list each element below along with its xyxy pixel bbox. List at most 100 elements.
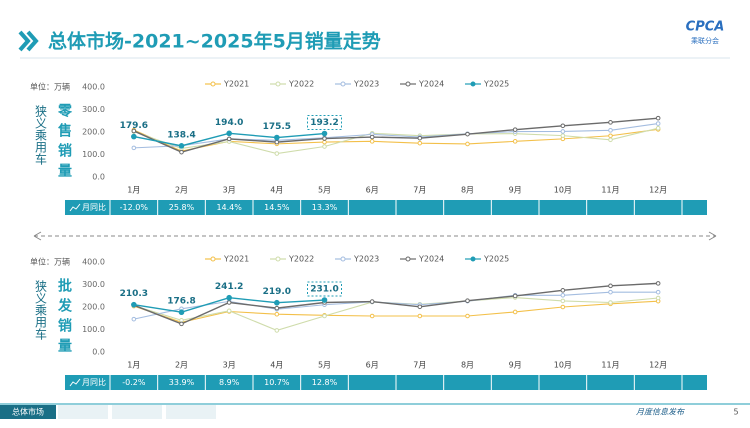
point xyxy=(131,316,137,322)
point xyxy=(465,313,470,319)
logo: CPCA xyxy=(686,20,725,35)
legend-marker xyxy=(275,256,281,262)
point xyxy=(512,293,518,299)
table-row xyxy=(65,200,707,215)
x-tick-label: 10月 xyxy=(554,361,572,370)
point xyxy=(655,295,661,301)
legend-label: Y2023 xyxy=(353,255,379,264)
table-cell: -0.2% xyxy=(122,378,146,387)
trend-icon xyxy=(69,378,81,387)
legend-marker xyxy=(470,81,476,87)
table-cell: 14.5% xyxy=(264,203,290,212)
point xyxy=(655,289,661,295)
point xyxy=(655,281,661,286)
x-tick-label: 3月 xyxy=(223,361,236,370)
point xyxy=(321,130,328,137)
x-tick-label: 2月 xyxy=(175,361,188,370)
legend-marker xyxy=(405,256,411,262)
point xyxy=(560,129,566,134)
slide-title: 总体市场-2021~2025年5月销量走势 xyxy=(48,30,381,53)
point xyxy=(608,137,613,143)
side-label: 狭义乘用车 xyxy=(34,105,48,166)
side-label: 狭义乘用车 xyxy=(34,280,48,341)
data-label: 138.4 xyxy=(167,130,195,140)
point xyxy=(560,288,566,293)
logo-sub: 乘联分会 xyxy=(691,36,719,45)
point xyxy=(655,125,661,131)
point xyxy=(178,309,185,316)
x-tick-label: 5月 xyxy=(318,186,331,195)
footer-tab[interactable] xyxy=(58,405,108,419)
point xyxy=(369,313,375,319)
highlight-box xyxy=(307,281,342,297)
point xyxy=(608,289,613,295)
point xyxy=(465,298,470,304)
y-tick-label: 200.0 xyxy=(82,128,105,137)
x-tick-label: 7月 xyxy=(413,361,426,370)
point xyxy=(179,149,184,155)
series-line xyxy=(133,127,659,155)
legend-label: Y2025 xyxy=(483,255,509,264)
point xyxy=(608,283,613,289)
divider xyxy=(33,231,717,241)
x-tick-label: 1月 xyxy=(127,186,140,195)
table-cell: 12.8% xyxy=(312,378,338,387)
point xyxy=(417,135,423,141)
series-line xyxy=(133,128,659,152)
unit-label: 单位：万辆 xyxy=(30,257,70,267)
point xyxy=(226,308,232,314)
point xyxy=(226,130,232,137)
x-tick-label: 8月 xyxy=(461,186,474,195)
x-tick-label: 8月 xyxy=(461,361,474,370)
point xyxy=(178,143,185,149)
data-label: 231.0 xyxy=(310,285,338,295)
footer-tab-label: 总体市场 xyxy=(12,407,44,417)
x-tick-label: 6月 xyxy=(366,186,379,195)
data-label: 176.8 xyxy=(167,297,195,307)
point xyxy=(417,140,423,146)
legend-label: Y2024 xyxy=(418,255,444,264)
footer-note: 月度信息发布 xyxy=(636,408,685,417)
point xyxy=(131,128,137,134)
legend-marker xyxy=(210,81,216,87)
point xyxy=(274,305,280,311)
point xyxy=(369,134,375,140)
legend-marker xyxy=(340,81,346,87)
data-label: 179.6 xyxy=(120,121,148,131)
point xyxy=(274,134,280,141)
chart-title: 零售销量 xyxy=(56,102,73,183)
data-label: 219.0 xyxy=(263,287,291,297)
footer-tab[interactable] xyxy=(166,405,216,419)
table-label: 月同比 xyxy=(82,377,106,387)
point xyxy=(226,300,232,305)
x-tick-label: 11月 xyxy=(601,186,619,195)
page-number: 5 xyxy=(733,408,738,417)
y-tick-label: 400.0 xyxy=(82,83,105,92)
point xyxy=(465,141,470,147)
y-tick-label: 100.0 xyxy=(82,325,105,334)
y-tick-label: 0.0 xyxy=(92,348,105,357)
point xyxy=(274,139,280,145)
footer-tab-active[interactable] xyxy=(0,405,56,419)
series-line xyxy=(133,300,659,323)
point xyxy=(369,139,375,144)
highlight-box xyxy=(307,115,342,131)
legend-marker xyxy=(470,256,476,262)
point xyxy=(608,300,613,305)
x-tick-label: 12月 xyxy=(649,186,667,195)
point xyxy=(369,299,375,304)
point xyxy=(465,131,470,137)
point xyxy=(274,299,280,306)
point xyxy=(560,304,566,310)
point xyxy=(226,294,232,301)
x-tick-label: 6月 xyxy=(366,361,379,370)
table-cell: 13.3% xyxy=(312,203,338,212)
point xyxy=(608,128,613,133)
table-cell: -12.0% xyxy=(120,203,149,212)
point xyxy=(321,297,328,303)
footer-tab[interactable] xyxy=(112,405,162,419)
table-label: 月同比 xyxy=(82,202,106,212)
point xyxy=(274,328,280,333)
y-tick-label: 200.0 xyxy=(82,303,105,312)
